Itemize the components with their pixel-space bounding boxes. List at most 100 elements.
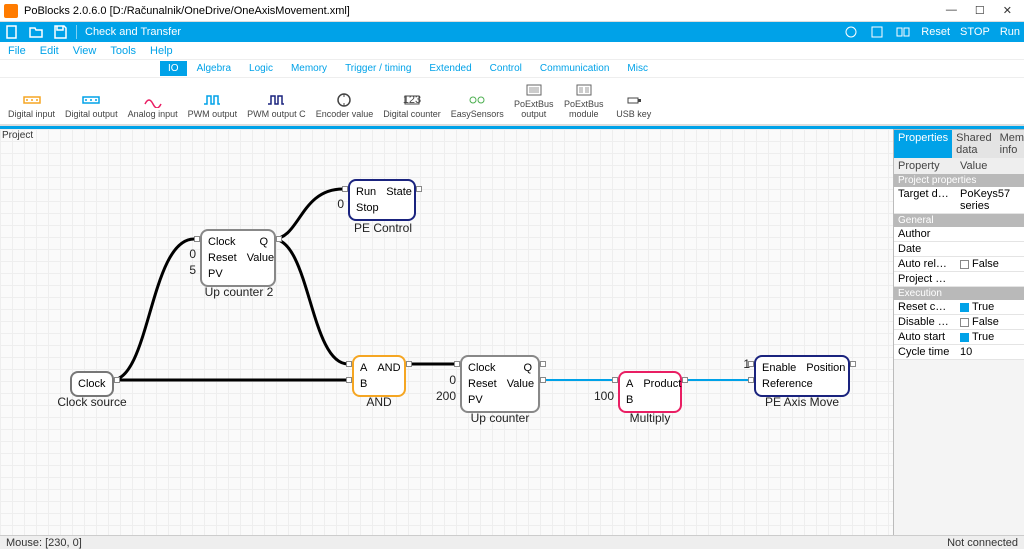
tool-icon-3[interactable] — [895, 24, 911, 40]
tab-trigger[interactable]: Trigger / timing — [337, 61, 419, 76]
pin[interactable] — [406, 361, 412, 367]
pin[interactable] — [194, 236, 200, 242]
rb-digital-input[interactable]: Digital input — [6, 90, 57, 122]
ptab-properties[interactable]: Properties — [894, 130, 952, 158]
rb-pwm-output-c[interactable]: PWM output C — [245, 90, 308, 122]
grp-exec[interactable]: Execution — [894, 287, 1024, 300]
check-transfer-button[interactable]: Check and Transfer — [85, 26, 181, 38]
block-clock-source[interactable]: Clock — [70, 371, 114, 397]
pin[interactable] — [850, 361, 856, 367]
pwm-output-c-icon — [266, 92, 286, 108]
val-upc-reset: 0 — [440, 373, 456, 387]
row-target[interactable]: Target devicePoKeys57 series — [894, 187, 1024, 214]
row-date[interactable]: Date — [894, 242, 1024, 257]
menu-edit[interactable]: Edit — [40, 45, 59, 57]
rb-analog-input[interactable]: Analog input — [126, 90, 180, 122]
val-upc-pv: 200 — [432, 389, 456, 403]
rb-easysensors[interactable]: EasySensors — [449, 90, 506, 122]
menu-view[interactable]: View — [73, 45, 97, 57]
maximize-button[interactable]: ☐ — [975, 4, 985, 17]
row-autoreload[interactable]: Auto reload pr...False — [894, 257, 1024, 272]
ptab-memory[interactable]: Memory info — [996, 130, 1024, 158]
diagram-canvas[interactable]: Clock Clock source ClockQ ResetValue PV … — [0, 129, 894, 535]
pin[interactable] — [346, 361, 352, 367]
block-multiply[interactable]: AProduct B — [618, 371, 682, 413]
ribbon-tabs: IO Algebra Logic Memory Trigger / timing… — [0, 60, 1024, 78]
tab-memory[interactable]: Memory — [283, 61, 335, 76]
pin[interactable] — [540, 377, 546, 383]
pin[interactable] — [276, 236, 282, 242]
pin[interactable] — [114, 377, 120, 383]
save-icon[interactable] — [52, 24, 68, 40]
chk-disablediv[interactable] — [960, 318, 969, 327]
svg-text:123: 123 — [403, 94, 421, 106]
title-bar: PoBlocks 2.0.6.0 [D:/Računalnik/OneDrive… — [0, 0, 1024, 22]
close-button[interactable]: ✕ — [1003, 4, 1012, 17]
minimize-button[interactable]: — — [946, 4, 957, 17]
properties-panel: Properties Shared data Memory info Prope… — [894, 129, 1024, 535]
row-projname[interactable]: Project name — [894, 272, 1024, 287]
rb-poextbus-module[interactable]: PoExtBus module — [562, 80, 606, 122]
block-pe-control[interactable]: RunState Stop — [348, 179, 416, 221]
block-up-counter-2[interactable]: ClockQ ResetValue PV — [200, 229, 276, 287]
ribbon: Digital input Digital output Analog inpu… — [0, 78, 1024, 126]
tab-io[interactable]: IO — [160, 61, 187, 76]
wires — [0, 129, 893, 535]
row-cycle[interactable]: Cycle time10 — [894, 345, 1024, 360]
pin[interactable] — [612, 377, 618, 383]
menu-tools[interactable]: Tools — [110, 45, 136, 57]
rb-poextbus-output[interactable]: PoExtBus output — [512, 80, 556, 122]
rb-usb-key[interactable]: USB key — [612, 90, 656, 122]
pin[interactable] — [748, 377, 754, 383]
row-disablediv[interactable]: Disable divisio...False — [894, 315, 1024, 330]
val-upc2-reset: 0 — [182, 247, 196, 261]
menu-file[interactable]: File — [8, 45, 26, 57]
tab-misc[interactable]: Misc — [619, 61, 656, 76]
pin[interactable] — [342, 186, 348, 192]
tab-logic[interactable]: Logic — [241, 61, 281, 76]
menu-help[interactable]: Help — [150, 45, 173, 57]
open-icon[interactable] — [28, 24, 44, 40]
caption-and: AND — [352, 395, 406, 409]
quick-toolbar: Check and Transfer Reset STOP Run — [0, 22, 1024, 42]
tab-comm[interactable]: Communication — [532, 61, 617, 76]
tab-algebra[interactable]: Algebra — [189, 61, 239, 76]
tab-extended[interactable]: Extended — [421, 61, 479, 76]
chk-autostart[interactable] — [960, 333, 969, 342]
encoder-icon — [334, 92, 354, 108]
pin[interactable] — [540, 361, 546, 367]
row-autostart[interactable]: Auto startTrue — [894, 330, 1024, 345]
row-resetcore[interactable]: Reset core on ...True — [894, 300, 1024, 315]
new-icon[interactable] — [4, 24, 20, 40]
rb-digital-output[interactable]: Digital output — [63, 90, 120, 122]
rb-encoder[interactable]: Encoder value — [314, 90, 376, 122]
tab-control[interactable]: Control — [482, 61, 530, 76]
reset-button[interactable]: Reset — [921, 26, 950, 38]
block-up-counter[interactable]: ClockQ ResetValue PV — [460, 355, 540, 413]
pin[interactable] — [416, 186, 422, 192]
chk-autoreload[interactable] — [960, 260, 969, 269]
pin[interactable] — [454, 361, 460, 367]
rb-pwm-output[interactable]: PWM output — [186, 90, 240, 122]
run-button[interactable]: Run — [1000, 26, 1020, 38]
pin[interactable] — [682, 377, 688, 383]
tool-icon-1[interactable] — [843, 24, 859, 40]
ptab-shared[interactable]: Shared data — [952, 130, 995, 158]
grp-project[interactable]: Project properties — [894, 174, 1024, 187]
block-pe-axis-move[interactable]: EnablePosition Reference — [754, 355, 850, 397]
status-connection: Not connected — [947, 537, 1018, 549]
tool-icon-2[interactable] — [869, 24, 885, 40]
status-bar: Mouse: [230, 0] Not connected — [0, 535, 1024, 549]
row-author[interactable]: Author — [894, 227, 1024, 242]
stop-button[interactable]: STOP — [960, 26, 990, 38]
clock-label: Clock — [78, 376, 106, 392]
block-and[interactable]: AAND B — [352, 355, 406, 397]
pin[interactable] — [346, 377, 352, 383]
chk-resetcore[interactable] — [960, 303, 969, 312]
caption-axis: PE Axis Move — [754, 395, 850, 409]
rb-digital-counter[interactable]: 123Digital counter — [381, 90, 443, 122]
pin[interactable] — [748, 361, 754, 367]
grp-general[interactable]: General — [894, 214, 1024, 227]
status-mouse: Mouse: [230, 0] — [6, 537, 82, 549]
caption-pec: PE Control — [344, 221, 422, 235]
